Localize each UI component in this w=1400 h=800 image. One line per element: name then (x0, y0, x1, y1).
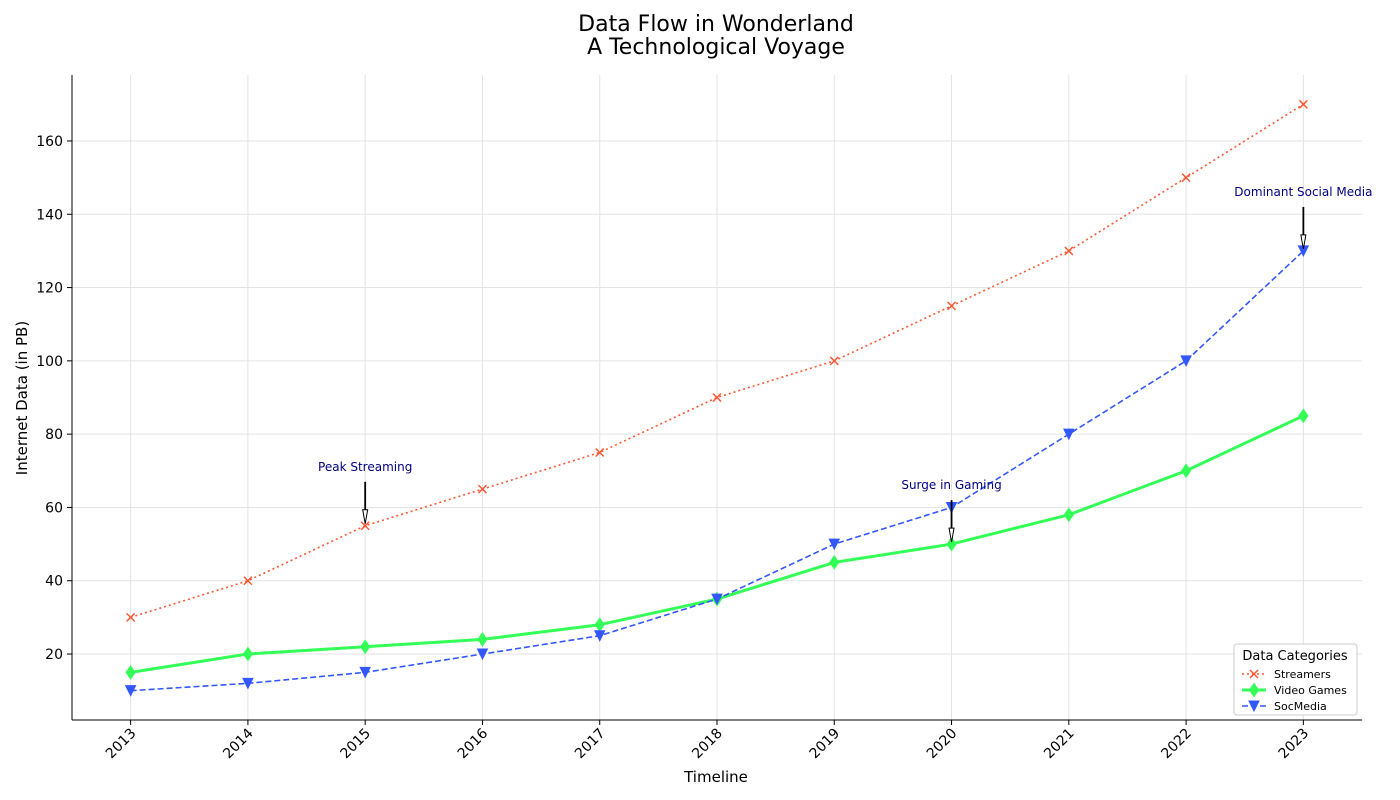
y-axis-label: Internet Data (in PB) (13, 321, 31, 475)
data-point (359, 666, 371, 679)
data-point (124, 685, 137, 697)
data-point (1180, 463, 1192, 479)
y-tick-label: 140 (36, 207, 63, 223)
x-axis-label: Timeline (683, 768, 748, 786)
legend: Data Categories Streamers Video Games SocM… (1233, 643, 1358, 716)
data-point (477, 631, 488, 647)
annotation: Surge in Gaming (901, 478, 1002, 543)
annotation-layer: Peak Streaming Surge in Gaming Dominant So… (318, 185, 1372, 543)
x-tick-label: 2016 (455, 725, 492, 762)
annotation-arrow-head (362, 509, 369, 524)
data-point (712, 392, 722, 403)
annotation-text: Surge in Gaming (901, 478, 1001, 492)
data-point (1064, 246, 1074, 256)
y-tick-label: 160 (36, 134, 63, 150)
chart-title: Data Flow in Wonderland (578, 12, 854, 37)
y-tick-label: 20 (45, 647, 63, 663)
data-point (360, 639, 371, 655)
data-point (242, 677, 254, 690)
series-layer (124, 99, 1310, 697)
data-point (829, 356, 839, 366)
grid (72, 75, 1362, 720)
legend-label: Video Games (1274, 684, 1347, 697)
series-socmedia (124, 245, 1310, 697)
legend-items: Streamers Video Games SocMedia (1242, 668, 1347, 713)
legend-box (1233, 643, 1358, 716)
data-point (1298, 99, 1308, 109)
y-tick-label: 60 (45, 500, 63, 516)
data-point (1181, 173, 1191, 183)
y-tick-label: 80 (45, 427, 63, 443)
annotation-arrow-head (948, 527, 955, 543)
annotation-arrow-head (1300, 234, 1307, 249)
series-line (130, 103, 1304, 619)
chart-subtitle: A Technological Voyage (587, 35, 845, 60)
legend-marker (1248, 682, 1260, 698)
legend-marker (1249, 669, 1259, 679)
data-point (243, 576, 253, 586)
data-point (1063, 507, 1074, 523)
y-tick-label: 100 (36, 354, 63, 370)
legend-item: Video Games (1242, 682, 1347, 698)
x-tick-label: 2023 (1276, 726, 1313, 763)
x-tick-label: 2018 (689, 726, 726, 763)
x-tick-label: 2022 (1158, 726, 1195, 763)
data-point (711, 593, 723, 606)
y-tick-label: 120 (36, 281, 63, 297)
data-point (1063, 428, 1075, 441)
data-point (476, 648, 489, 661)
data-point (477, 484, 487, 494)
legend-marker (1248, 700, 1260, 713)
data-point (946, 536, 957, 552)
legend-title: Data Categories (1242, 649, 1347, 664)
data-point (1180, 355, 1192, 367)
legend-item: Streamers (1242, 668, 1331, 681)
data-point (360, 521, 370, 531)
data-point (947, 301, 957, 311)
annotation-text: Peak Streaming (318, 460, 412, 474)
data-point (829, 555, 840, 570)
x-tick-label: 2021 (1041, 726, 1078, 763)
x-ticks: 2013 2014 2015 2016 2017 2018 2019 2020 2021 2022… (103, 720, 1312, 762)
data-point (828, 538, 841, 551)
x-tick-label: 2017 (572, 726, 609, 763)
x-tick-label: 2014 (220, 725, 257, 762)
x-tick-label: 2013 (103, 726, 140, 763)
data-point (593, 630, 606, 642)
y-ticks: 20 40 60 80 100 120 140 160 (36, 134, 72, 663)
annotation: Peak Streaming (318, 460, 412, 524)
data-point (125, 664, 136, 680)
data-point (594, 617, 605, 633)
legend-item: SocMedia (1242, 700, 1327, 713)
legend-label: Streamers (1274, 668, 1331, 681)
data-point (1298, 408, 1309, 424)
legend-label: SocMedia (1274, 700, 1327, 713)
y-tick-label: 40 (45, 574, 63, 590)
annotation-text: Dominant Social Media (1234, 185, 1372, 199)
annotation: Dominant Social Media (1234, 185, 1372, 249)
series-streamers (126, 99, 1308, 622)
x-tick-label: 2020 (924, 726, 961, 763)
data-point (595, 447, 605, 458)
x-tick-label: 2015 (337, 726, 374, 763)
data-point (126, 612, 136, 622)
data-point (242, 646, 254, 662)
x-tick-label: 2019 (807, 726, 844, 763)
